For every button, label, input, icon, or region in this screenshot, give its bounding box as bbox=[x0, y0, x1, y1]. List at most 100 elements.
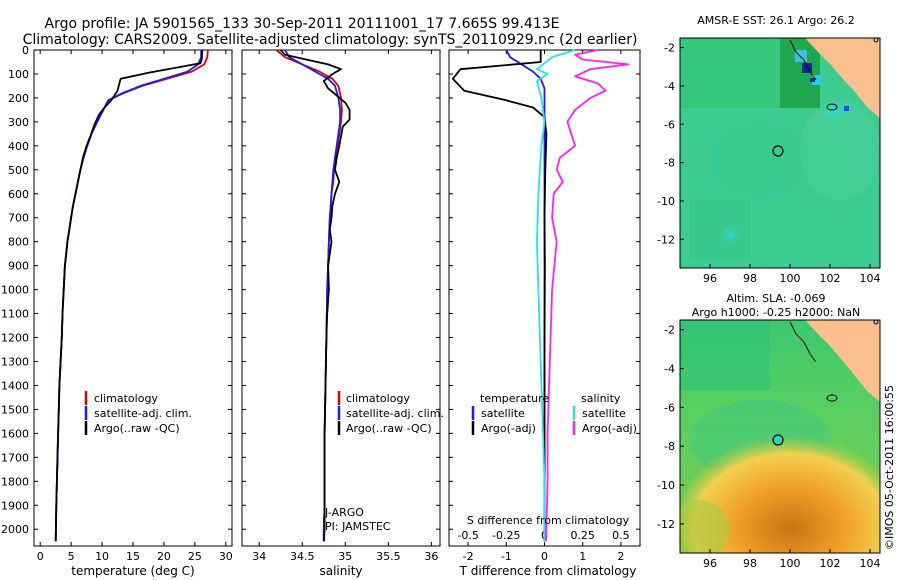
longitude-tick-label: 96 bbox=[703, 557, 717, 570]
temperature-legend: climatology satellite-adj. clim. Argo(..… bbox=[84, 391, 192, 435]
salinity-series-satellite bbox=[284, 49, 342, 542]
legend-label-argo: Argo(..raw -QC) bbox=[94, 422, 180, 435]
difference-legend: temperature salinity satellite Argo(-adj… bbox=[471, 392, 637, 435]
longitude-tick-label: 98 bbox=[743, 557, 757, 570]
sst-map-frame bbox=[679, 37, 881, 269]
difference-series-argo bbox=[451, 50, 548, 542]
depth-tick-label: 1600 bbox=[1, 427, 29, 440]
depth-tick-label: 100 bbox=[8, 68, 29, 81]
temperature-series-argo bbox=[54, 49, 204, 542]
x-tick-label: 10 bbox=[95, 550, 109, 563]
sla-longitude-ticks: 96 98 100 102 104 bbox=[703, 549, 881, 570]
legend-label-argo: Argo(..raw -QC) bbox=[346, 422, 432, 435]
longitude-tick-label: 100 bbox=[780, 272, 801, 285]
depth-tick-label: 600 bbox=[8, 188, 29, 201]
temperature-axis-label: temperature (deg C) bbox=[71, 564, 194, 578]
salinity-axis-label: salinity bbox=[319, 564, 362, 578]
salinity-panel: 34 34.5 35 35.5 36 salinity J-ARGO PI: JAMST… bbox=[241, 49, 444, 578]
x-tick-label: 2 bbox=[617, 550, 624, 563]
temperature-axis-ticks: 0 5 10 15 20 25 30 bbox=[37, 50, 233, 563]
land-mass bbox=[805, 320, 880, 402]
s-difference-tick-label: 0.5 bbox=[612, 529, 630, 542]
temperature-series-climatology bbox=[54, 49, 209, 542]
sla-map-title-1: Altim. SLA: -0.069 bbox=[726, 292, 825, 305]
imos-credit: ©IMOS 05-Oct-2011 16:00:55 bbox=[883, 385, 896, 550]
argo-float-marker bbox=[772, 434, 784, 446]
land-mass bbox=[805, 38, 880, 118]
depth-tick-label: 400 bbox=[8, 140, 29, 153]
x-tick-label: 36 bbox=[424, 550, 438, 563]
latitude-tick-label: -10 bbox=[657, 195, 675, 208]
latitude-tick-label: -6 bbox=[664, 401, 675, 414]
sst-map-title: AMSR-E SST: 26.1 Argo: 26.2 bbox=[697, 14, 855, 27]
depth-tick-label: 500 bbox=[8, 164, 29, 177]
longitude-tick-label: 98 bbox=[743, 272, 757, 285]
x-tick-label: 30 bbox=[219, 550, 233, 563]
depth-tick-label: 1200 bbox=[1, 332, 29, 345]
salinity-series-argo bbox=[280, 49, 351, 542]
legend-label-satellite: satellite-adj. clim. bbox=[94, 407, 192, 420]
temperature-profiles bbox=[54, 49, 209, 542]
salinity-series-climatology bbox=[275, 49, 343, 542]
temperature-series-satellite bbox=[54, 50, 203, 542]
x-tick-label: 34.5 bbox=[290, 550, 315, 563]
float-pi-label: PI: JAMSTEC bbox=[325, 520, 391, 533]
depth-tick-label: 300 bbox=[8, 116, 29, 129]
depth-tick-label: 800 bbox=[8, 236, 29, 249]
argo-float-marker bbox=[772, 145, 784, 157]
salinity-axis-ticks: 34 34.5 35 35.5 36 bbox=[252, 50, 438, 563]
sst-map-panel: AMSR-E SST: 26.1 Argo: 26.2 96 98 100 102 10… bbox=[657, 14, 881, 285]
x-tick-label: 1 bbox=[579, 550, 586, 563]
latitude-tick-label: -12 bbox=[657, 233, 675, 246]
sst-latitude-ticks: -2 -4 -6 -8 -10 -12 bbox=[657, 42, 684, 246]
t-difference-axis-label: T difference from climatology bbox=[459, 564, 637, 578]
difference-panel: -2 -1 0 1 2 -0.5 -0.25 0 0.25 0.5 S difference f… bbox=[448, 49, 641, 578]
latitude-tick-label: -8 bbox=[664, 440, 675, 453]
difference-depth-ticks bbox=[449, 49, 640, 530]
difference-series-argo-salinity bbox=[545, 49, 630, 542]
x-tick-label: 15 bbox=[126, 550, 140, 563]
s-difference-tick-label: -0.5 bbox=[457, 529, 478, 542]
depth-tick-label: 1100 bbox=[1, 308, 29, 321]
latitude-tick-label: -2 bbox=[664, 324, 675, 337]
figure-title: Argo profile: JA 5901565_133 30-Sep-2011… bbox=[45, 16, 560, 32]
x-tick-label: 34 bbox=[252, 550, 266, 563]
depth-tick-label: 900 bbox=[8, 260, 29, 273]
salinity-depth-ticks bbox=[242, 49, 440, 530]
depth-tick-label: 2000 bbox=[1, 523, 29, 536]
figure-subtitle: Climatology: CARS2009. Satellite-adjuste… bbox=[23, 32, 638, 48]
longitude-tick-label: 100 bbox=[780, 557, 801, 570]
sla-map-panel: Altim. SLA: -0.069 Argo h1000: -0.25 h20… bbox=[657, 292, 881, 570]
longitude-tick-label: 104 bbox=[860, 557, 881, 570]
sla-field bbox=[680, 320, 880, 553]
depth-tick-label: 1300 bbox=[1, 355, 29, 368]
x-tick-label: 20 bbox=[157, 550, 171, 563]
legend-title-temperature: temperature bbox=[480, 392, 549, 405]
legend-label-t-argo: Argo(-adj) bbox=[481, 422, 536, 435]
temperature-panel: 0100200300400500600700800900100011001200… bbox=[1, 44, 233, 578]
x-tick-label: 5 bbox=[68, 550, 75, 563]
latitude-tick-label: -12 bbox=[657, 518, 675, 531]
sla-map-frame bbox=[679, 319, 881, 554]
x-tick-label: 35.5 bbox=[376, 550, 401, 563]
depth-tick-label: 1900 bbox=[1, 499, 29, 512]
legend-label-t-satellite: satellite bbox=[481, 407, 525, 420]
sla-latitude-ticks: -2 -4 -6 -8 -10 -12 bbox=[657, 324, 684, 531]
s-difference-tick-label: 0.25 bbox=[570, 529, 595, 542]
x-tick-label: -2 bbox=[463, 550, 474, 563]
legend-title-salinity: salinity bbox=[581, 392, 621, 405]
depth-tick-label: 1800 bbox=[1, 475, 29, 488]
salinity-legend: climatology satellite-adj. clim. Argo(..… bbox=[337, 391, 444, 435]
longitude-tick-label: 102 bbox=[820, 272, 841, 285]
difference-series-sat-salinity bbox=[536, 49, 576, 542]
latitude-tick-label: -10 bbox=[657, 479, 675, 492]
s-difference-axis-label: S difference from climatology bbox=[467, 514, 630, 527]
longitude-tick-label: 102 bbox=[820, 557, 841, 570]
longitude-tick-label: 96 bbox=[703, 272, 717, 285]
legend-label-satellite: satellite-adj. clim. bbox=[346, 407, 444, 420]
difference-profiles bbox=[451, 49, 630, 542]
salinity-profiles bbox=[275, 49, 351, 542]
s-difference-axis-ticks: -0.5 -0.25 0 0.25 0.5 bbox=[457, 529, 629, 542]
sla-map-title-2: Argo h1000: -0.25 h2000: NaN bbox=[692, 306, 861, 319]
